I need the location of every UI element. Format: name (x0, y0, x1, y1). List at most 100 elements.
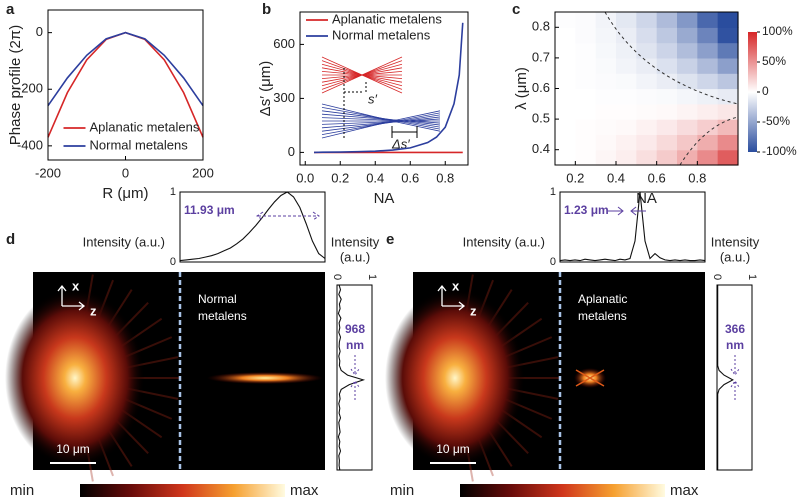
colormap-bar (460, 484, 665, 497)
heat-cell (656, 119, 678, 135)
series-line (47, 31, 204, 107)
colormap-min: min (10, 482, 34, 499)
ray (321, 71, 363, 76)
heat-cell (636, 88, 658, 105)
width-arrow (350, 355, 360, 400)
series-line (313, 22, 464, 154)
ray (391, 120, 441, 132)
heat-cell (636, 73, 658, 90)
heat-cell (697, 57, 719, 74)
y-axis-label: λ (μm) (513, 67, 530, 110)
heat-cell (656, 149, 678, 166)
profile-y-label: Intensity (a.u.) (83, 234, 165, 249)
width-label: nm (346, 338, 364, 352)
ray (361, 67, 403, 76)
contour (679, 116, 739, 166)
y-tick-label: 300 (273, 90, 295, 105)
axis-x-label: x (72, 278, 80, 293)
panel-e: e Aplanatic metalens xz 10 μm Intensity (a.u.… (385, 186, 760, 499)
heat-cell (656, 27, 678, 44)
heat-cell (595, 88, 617, 105)
profile-frame (179, 191, 326, 263)
heat-cell (595, 42, 617, 59)
heat-cell (656, 12, 678, 28)
y-tick-label: 0.4 (532, 141, 550, 156)
heat-cell (717, 42, 739, 59)
colormap-max: max (290, 482, 319, 499)
ray (361, 71, 403, 76)
ray (321, 56, 363, 76)
heat-cell (616, 57, 637, 74)
profile-line (717, 285, 734, 470)
ray (391, 110, 441, 122)
x-tick-label: 0.0 (296, 170, 314, 185)
heat-cell (555, 103, 576, 120)
ray (361, 74, 403, 79)
heat-cell (555, 57, 576, 74)
inset-label: Δs′ (391, 136, 410, 151)
heat-cell (595, 12, 617, 28)
x-tick-label: 0.2 (566, 170, 584, 185)
heat-cell (717, 134, 739, 151)
ray (401, 114, 441, 122)
heat-cell (595, 134, 617, 151)
heat-cell (697, 103, 719, 120)
heat-cell (595, 27, 617, 44)
profile-x-label: Intensity (331, 234, 380, 249)
heat-cell (555, 73, 576, 90)
y-tick-label: 0.5 (532, 111, 550, 126)
heat-cell (595, 119, 617, 135)
ray (321, 74, 363, 87)
lens-label: Normal (198, 292, 237, 306)
y-tick-label: 0 (36, 24, 43, 39)
ray (361, 74, 403, 83)
heat-cell (555, 149, 576, 166)
heat-cell (555, 27, 576, 44)
colorbar-tick-label: -50% (762, 114, 790, 128)
heat-cell (717, 73, 739, 90)
heat-cell (616, 119, 637, 135)
legend-label: Normal metalens (90, 137, 189, 152)
ray (321, 60, 363, 76)
heat-cell (677, 134, 698, 151)
heat-cell (636, 42, 658, 59)
ray (361, 74, 403, 87)
heat-cell (555, 88, 576, 105)
heat-cell (717, 12, 739, 28)
heat-cell (717, 119, 739, 135)
width-arrow (730, 355, 740, 400)
y-tick-label: 0 (550, 256, 556, 268)
heat-cell (697, 42, 719, 59)
heat-cell (555, 119, 576, 135)
x-tick-label: 0.6 (401, 170, 419, 185)
heat-cell (575, 12, 597, 28)
heat-cell (575, 149, 597, 166)
colormap-min: min (390, 482, 414, 499)
heat-cell (697, 134, 719, 151)
colorbar-tick-label: 100% (762, 24, 793, 38)
heat-cell (697, 149, 719, 166)
heat-cell (616, 149, 637, 166)
ray (321, 74, 363, 94)
heat-cell (555, 12, 576, 28)
panel-d: d Normal metalens xz 10 μm Intensity (a.u.) 0 1… (5, 186, 380, 499)
colorbar-tick-label: 50% (762, 54, 786, 68)
heat-cell (656, 103, 678, 120)
ray (321, 120, 393, 139)
x-tick-label: 0.4 (607, 170, 625, 185)
heat-cell (616, 103, 637, 120)
focal-spot (207, 372, 323, 384)
axis-z-label: z (470, 303, 477, 318)
lens-label: metalens (578, 309, 627, 323)
heat-cell (595, 103, 617, 120)
colormap-max: max (670, 482, 699, 499)
profile-line (179, 191, 326, 262)
heat-cell (616, 73, 637, 90)
colorbar-tick-label: -100% (762, 144, 797, 158)
profile-y-label: Intensity (a.u.) (463, 234, 545, 249)
heat-cell (636, 119, 658, 135)
width-label: 1.23 μm (564, 203, 609, 217)
y-tick-label: 0.8 (532, 19, 550, 34)
profile-line (337, 284, 366, 471)
